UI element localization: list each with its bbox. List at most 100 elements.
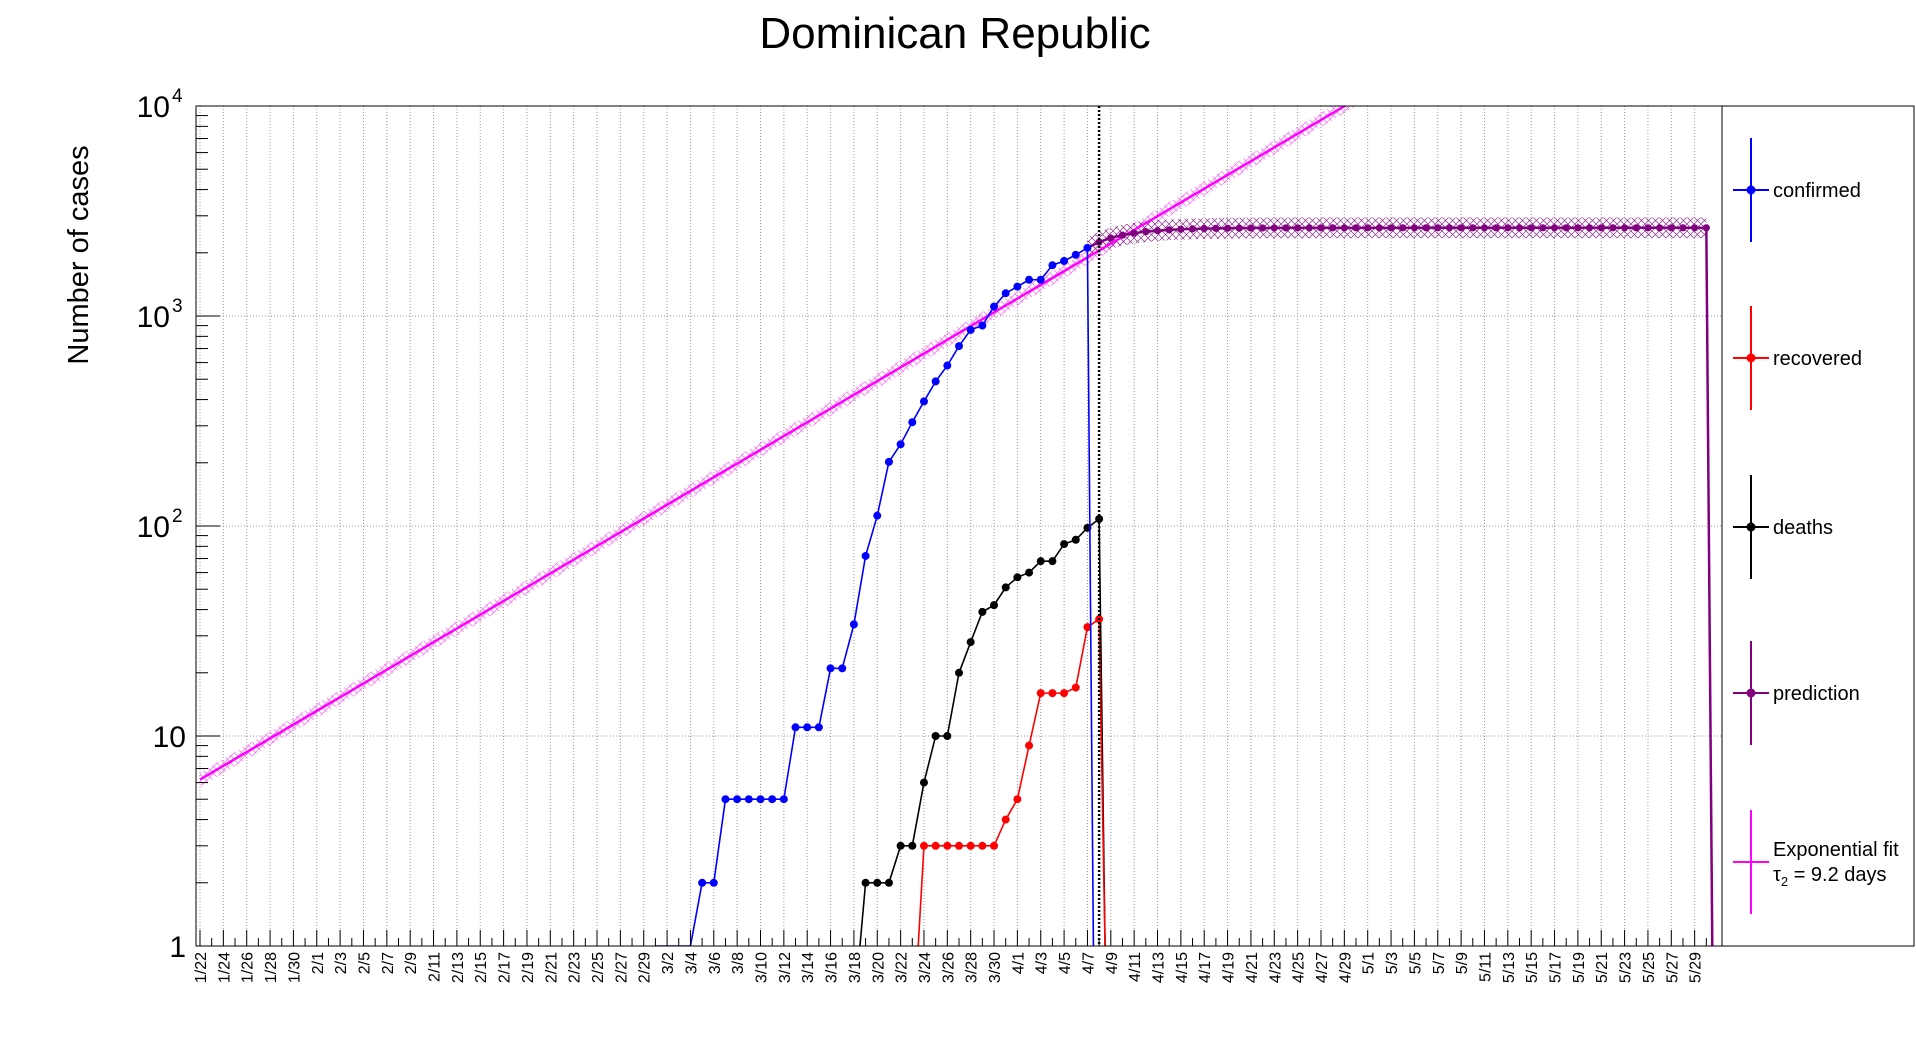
prediction-point [1667, 224, 1675, 232]
x-tick-label: 2/11 [427, 952, 444, 982]
x-tick-label: 1/24 [216, 952, 233, 983]
x-tick-label: 2/5 [356, 952, 373, 974]
recovered-point [1048, 689, 1057, 698]
x-tick-label: 5/23 [1618, 952, 1635, 983]
deaths-point [978, 607, 987, 616]
x-tick-label: 2/15 [473, 952, 490, 983]
recovered-point [990, 841, 999, 850]
prediction-point [1317, 224, 1325, 232]
y-tick-label-exponent: 2 [172, 506, 183, 527]
prediction-point [1434, 224, 1442, 232]
prediction-point [1177, 225, 1185, 233]
confirmed-point [884, 457, 893, 466]
legend-marker [1746, 185, 1756, 195]
confirmed-point [791, 723, 800, 732]
prediction-point [1410, 224, 1418, 232]
x-tick-label: 4/3 [1034, 952, 1051, 974]
x-tick-label: 5/3 [1384, 952, 1401, 974]
x-tick-label: 4/23 [1267, 952, 1284, 983]
x-tick-label: 5/5 [1407, 952, 1424, 974]
confirmed-point [873, 511, 882, 520]
x-tick-label: 2/17 [497, 952, 514, 983]
x-tick-label: 3/12 [777, 952, 794, 983]
prediction-point [1609, 224, 1617, 232]
x-tick-label: 4/1 [1010, 952, 1027, 974]
prediction-point [1422, 224, 1430, 232]
prediction-point [1550, 224, 1559, 232]
confirmed-point [826, 664, 835, 673]
confirmed-point [1071, 250, 1080, 259]
series-line-confirmed [653, 246, 1095, 946]
x-tick-label: 4/9 [1104, 952, 1121, 974]
deaths-point [919, 778, 928, 787]
confirmed-point [955, 342, 963, 351]
x-tick-label: 2/13 [450, 952, 467, 983]
y-tick-label: 1 [169, 931, 186, 964]
prediction-point [1539, 224, 1547, 232]
prediction-point [1142, 228, 1150, 236]
prediction-point [1492, 224, 1500, 232]
legend-label: confirmed [1773, 180, 1861, 202]
prediction-point [1153, 227, 1162, 235]
x-tick-label: 3/28 [964, 952, 981, 983]
deaths-point [931, 732, 940, 740]
x-tick-label: 2/27 [613, 952, 630, 983]
x-tick-label: 5/17 [1548, 952, 1565, 983]
y-axis-label: Number of cases [63, 145, 95, 364]
x-tick-label: 3/8 [730, 952, 747, 974]
x-tick-label: 4/25 [1291, 952, 1308, 983]
x-tick-label: 3/20 [870, 952, 887, 983]
prediction-point [1679, 224, 1687, 232]
x-tick-label: 3/4 [683, 952, 700, 974]
deaths-point [908, 841, 917, 850]
x-tick-label: 4/27 [1314, 952, 1331, 983]
x-tick-label: 4/21 [1244, 952, 1261, 983]
prediction-point [1200, 225, 1208, 233]
recovered-point [978, 841, 987, 850]
grid [196, 106, 1722, 946]
x-tick-label: 5/13 [1501, 952, 1518, 983]
y-tick-label-exponent: 4 [172, 86, 183, 107]
prediction-point [1702, 224, 1710, 232]
confirmed-point [803, 723, 812, 732]
prediction-point [1305, 224, 1313, 232]
y-tick-label: 10 [137, 511, 170, 544]
x-tick-label: 5/1 [1361, 952, 1378, 974]
deaths-point [1071, 535, 1080, 544]
x-tick-label: 2/19 [520, 952, 537, 983]
prediction-point [1585, 224, 1594, 232]
x-tick-label: 3/18 [847, 952, 864, 983]
x-tick-label: 3/30 [987, 952, 1004, 983]
confirmed-point [838, 664, 847, 673]
x-tick-label: 4/19 [1221, 952, 1238, 983]
chart-title: Dominican Republic [759, 9, 1150, 58]
prediction-point [1259, 224, 1267, 232]
legend-label-doubling-time: τ2 = 9.2 days [1773, 864, 1887, 889]
x-tick-label: 4/5 [1057, 952, 1074, 974]
prediction-point [1165, 226, 1173, 234]
confirmed-point [1001, 289, 1010, 298]
prediction-point [1515, 224, 1524, 232]
x-tick-label: 5/21 [1594, 952, 1611, 983]
confirmed-point [1036, 275, 1045, 284]
x-tick-label: 2/21 [543, 952, 560, 983]
prediction-point [1375, 224, 1383, 232]
confirmed-point [931, 377, 940, 386]
confirmed-point [849, 620, 858, 629]
recovered-point [1083, 623, 1092, 632]
x-tick-label: 2/3 [333, 952, 350, 974]
prediction-point [1480, 224, 1489, 232]
recovered-point [931, 841, 940, 850]
x-tick-label: 5/9 [1454, 952, 1471, 974]
x-tick-label: 4/15 [1174, 952, 1191, 983]
deaths-point [1060, 540, 1069, 549]
recovered-point [1036, 689, 1045, 698]
confirmed-point [709, 878, 718, 887]
x-tick-label: 5/15 [1524, 952, 1541, 983]
confirmed-point [744, 795, 753, 804]
x-tick-label: 2/7 [380, 952, 397, 974]
prediction-point [1212, 224, 1220, 232]
y-tick-label: 10 [137, 91, 170, 124]
y-tick-label: 10 [153, 721, 186, 754]
x-tick-label: 5/27 [1664, 952, 1681, 983]
